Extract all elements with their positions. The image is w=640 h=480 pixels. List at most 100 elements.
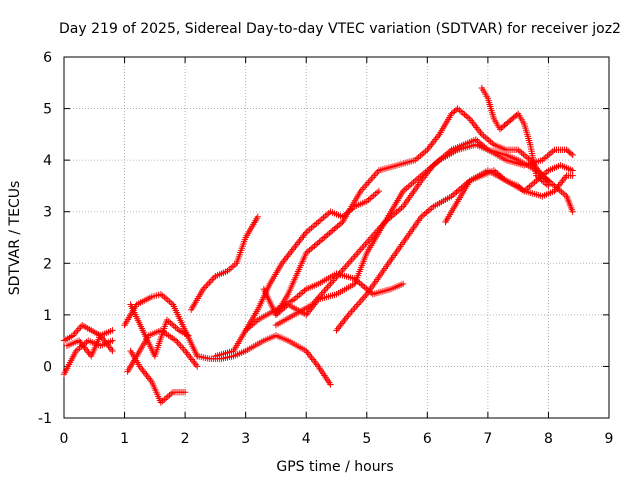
series-track-14 [272,136,576,329]
series-track-16 [442,162,576,226]
data-point [318,215,325,223]
data-point [71,330,78,337]
data-point [406,181,414,189]
data-point [513,111,520,119]
data-point [327,280,334,288]
data-point [356,248,363,255]
data-point [328,278,336,286]
data-point [569,167,576,174]
data-point [322,285,330,293]
data-point [483,135,491,142]
series-track-6 [127,347,189,406]
y-tick-label: 2 [43,256,52,272]
data-point [362,292,369,300]
y-tick-label: -1 [38,411,52,427]
data-point [320,214,327,221]
data-point [331,225,338,233]
data-point [558,188,565,196]
data-point [369,174,377,181]
data-point [413,176,421,183]
data-point [166,391,173,399]
data-point [523,153,531,161]
y-tick-label: 3 [43,205,52,221]
data-point [109,347,116,355]
data-point [368,175,375,183]
data-point [567,150,575,157]
data-point [529,180,537,187]
data-point [315,218,322,226]
data-point [352,303,360,310]
data-point [324,231,331,238]
series-track-9 [194,332,334,388]
data-point [357,297,364,305]
data-point [74,327,81,334]
data-point [372,170,380,178]
data-point [321,234,328,241]
data-point [159,292,166,299]
data-point [72,328,80,336]
data-point [184,332,192,339]
data-point [306,246,313,254]
data-point [388,213,395,220]
data-point [314,239,321,247]
data-point [480,132,487,140]
x-tick-label: 9 [605,431,614,447]
data-point [451,190,459,197]
x-tick-label: 2 [181,431,190,447]
data-point [363,181,370,188]
data-point [336,221,343,229]
data-point [375,187,383,195]
data-point [394,207,402,214]
data-layer [60,84,576,406]
data-point [327,228,335,236]
series-track-8 [187,213,261,313]
data-point [569,208,576,215]
data-point [329,227,336,234]
data-point [456,106,463,114]
data-point [365,179,372,186]
x-tick-label: 4 [302,431,311,447]
data-point [359,296,366,303]
data-point [203,282,210,290]
data-point [164,296,172,304]
data-point [516,148,524,155]
data-point [346,309,354,317]
data-point [162,394,170,402]
data-point [362,241,369,248]
data-point [206,279,213,286]
data-point [518,149,525,156]
data-point [454,187,462,194]
data-point [352,251,360,258]
data-point [366,177,374,184]
data-point [161,293,168,301]
data-point [464,114,472,121]
data-point [317,237,325,244]
data-point [415,153,422,161]
data-point [357,246,364,253]
x-tick-label: 6 [423,431,432,447]
data-point [325,282,333,289]
data-point [168,321,176,328]
data-point [332,224,340,231]
data-point [381,218,389,226]
data-point [487,138,494,145]
data-point [545,182,552,190]
data-point [200,285,207,293]
y-tick-label: 4 [43,153,52,169]
data-point [319,235,326,243]
data-point [204,281,212,288]
data-point [405,183,412,190]
data-point [345,260,352,267]
data-point [463,112,470,120]
data-point [324,284,331,291]
data-point [348,256,355,264]
data-point [549,148,556,155]
data-point [170,322,178,330]
data-point [359,282,367,289]
data-point [109,337,116,344]
chart-title: Day 219 of 2025, Sidereal Day-to-day VTE… [59,21,621,37]
data-point [319,289,327,296]
data-point [340,265,348,272]
x-axis-label: GPS time / hours [276,459,393,475]
